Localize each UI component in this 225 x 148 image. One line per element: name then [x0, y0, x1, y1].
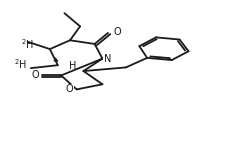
- Text: H: H: [69, 61, 76, 71]
- Text: O: O: [31, 70, 39, 81]
- Text: O: O: [114, 27, 121, 37]
- Text: O: O: [66, 84, 73, 94]
- Text: $^{2}$H: $^{2}$H: [21, 37, 34, 51]
- Text: N: N: [104, 54, 111, 64]
- Text: $^{2}$H: $^{2}$H: [14, 57, 27, 71]
